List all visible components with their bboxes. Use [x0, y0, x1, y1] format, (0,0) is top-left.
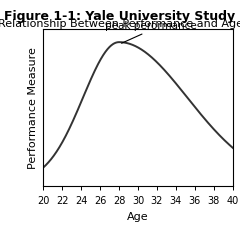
- Text: Figure 1-1: Yale University Study: Figure 1-1: Yale University Study: [4, 10, 236, 23]
- X-axis label: Age: Age: [127, 211, 149, 221]
- Text: Relationship Between Performance and Age: Relationship Between Performance and Age: [0, 19, 240, 29]
- Text: peak perormance: peak perormance: [105, 21, 197, 44]
- Y-axis label: Performance Measure: Performance Measure: [28, 47, 38, 168]
